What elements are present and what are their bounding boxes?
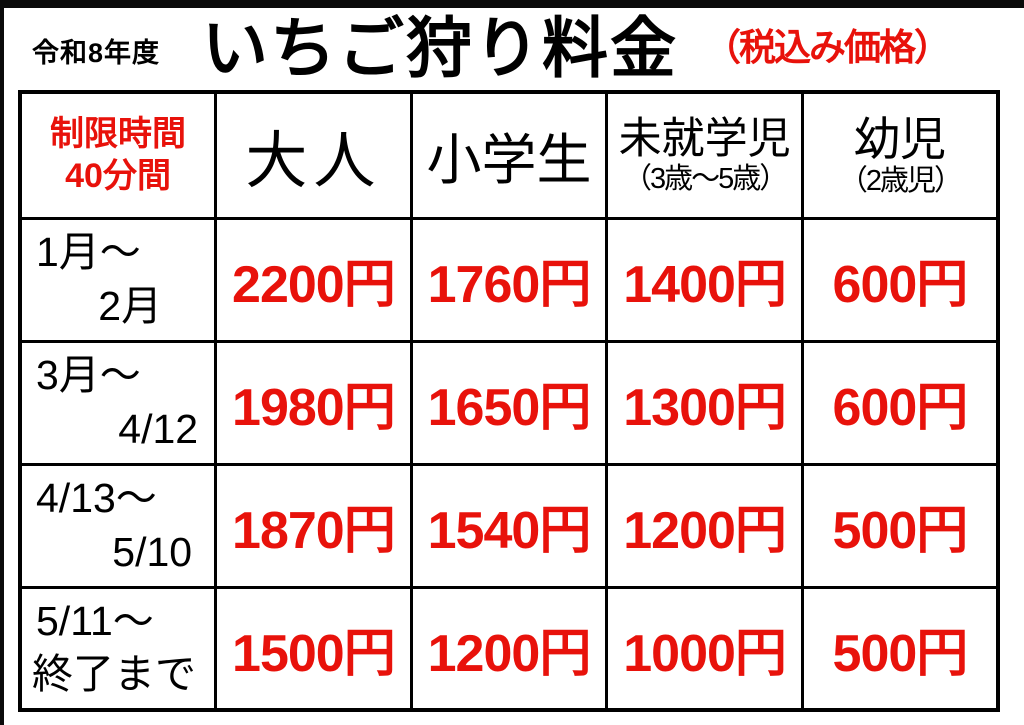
- price-toddler: 600円: [800, 216, 1000, 343]
- price-adult: 1980円: [214, 339, 413, 466]
- period-start: 3月～: [36, 352, 141, 399]
- price-elementary: 1760円: [409, 216, 609, 343]
- top-border-bar: [0, 0, 1024, 8]
- period-end: 5/10: [112, 528, 193, 575]
- price-adult: 1500円: [214, 585, 413, 712]
- table-row-may11-end: 5/11～ 終了まで 1500円 1200円 1000円 500円: [18, 585, 1000, 712]
- left-border-bar: [0, 0, 4, 725]
- table-row-apr13-may10: 4/13～ 5/10 1870円 1540円 1200円 500円: [18, 462, 1000, 589]
- price-toddler: 500円: [800, 462, 1000, 589]
- preschool-label: 未就学児: [618, 114, 791, 163]
- column-header-elementary: 小学生: [409, 90, 609, 220]
- period-end: 終了まで: [32, 651, 196, 698]
- column-header-preschool: 未就学児 （3歳～5歳）: [605, 90, 804, 220]
- price-preschool: 1300円: [605, 339, 804, 466]
- period-end: 4/12: [118, 405, 199, 452]
- price-preschool: 1200円: [605, 462, 804, 589]
- price-elementary: 1540円: [409, 462, 609, 589]
- time-limit-header-cell: 制限時間 40分間: [18, 90, 218, 220]
- page-title: いちご狩り料金: [202, 11, 679, 85]
- price-adult: 2200円: [214, 216, 413, 343]
- price-preschool: 1400円: [605, 216, 804, 343]
- period-start: 5/11～: [36, 597, 154, 644]
- period-cell: 3月～ 4/12: [18, 339, 218, 466]
- time-limit-line1: 制限時間: [50, 114, 187, 153]
- preschool-age-range: （3歳～5歳）: [622, 163, 788, 196]
- table-row-jan-feb: 1月～ 2月 2200円 1760円 1400円 600円: [18, 216, 1000, 343]
- toddler-age-range: （2歳児）: [838, 164, 963, 197]
- price-adult: 1870円: [214, 462, 413, 589]
- title-bar: 令和8年度 いちご狩り料金 （税込み価格）: [18, 8, 1018, 88]
- column-header-toddler: 幼児 （2歳児）: [800, 90, 1000, 220]
- toddler-label: 幼児: [853, 112, 946, 165]
- table-header-row: 制限時間 40分間 大人 小学生 未就学児 （3歳～5歳） 幼児 （2歳児）: [18, 90, 1000, 220]
- column-header-adult: 大人: [214, 90, 413, 220]
- period-start: 1月～: [36, 229, 141, 276]
- price-toddler: 600円: [800, 339, 1000, 466]
- fiscal-year-label: 令和8年度: [32, 37, 161, 68]
- price-preschool: 1000円: [605, 585, 804, 712]
- period-cell: 1月～ 2月: [18, 216, 218, 343]
- price-elementary: 1200円: [409, 585, 609, 712]
- price-table: 制限時間 40分間 大人 小学生 未就学児 （3歳～5歳） 幼児 （2歳児） 1…: [18, 90, 1000, 712]
- price-elementary: 1650円: [409, 339, 609, 466]
- table-row-mar-apr12: 3月～ 4/12 1980円 1650円 1300円 600円: [18, 339, 1000, 466]
- period-cell: 4/13～ 5/10: [18, 462, 218, 589]
- tax-included-note: （税込み価格）: [704, 27, 951, 68]
- price-toddler: 500円: [800, 585, 1000, 712]
- period-start: 4/13～: [36, 475, 157, 522]
- period-cell: 5/11～ 終了まで: [18, 585, 218, 712]
- period-end: 2月: [98, 282, 163, 329]
- time-limit-line2: 40分間: [65, 157, 171, 196]
